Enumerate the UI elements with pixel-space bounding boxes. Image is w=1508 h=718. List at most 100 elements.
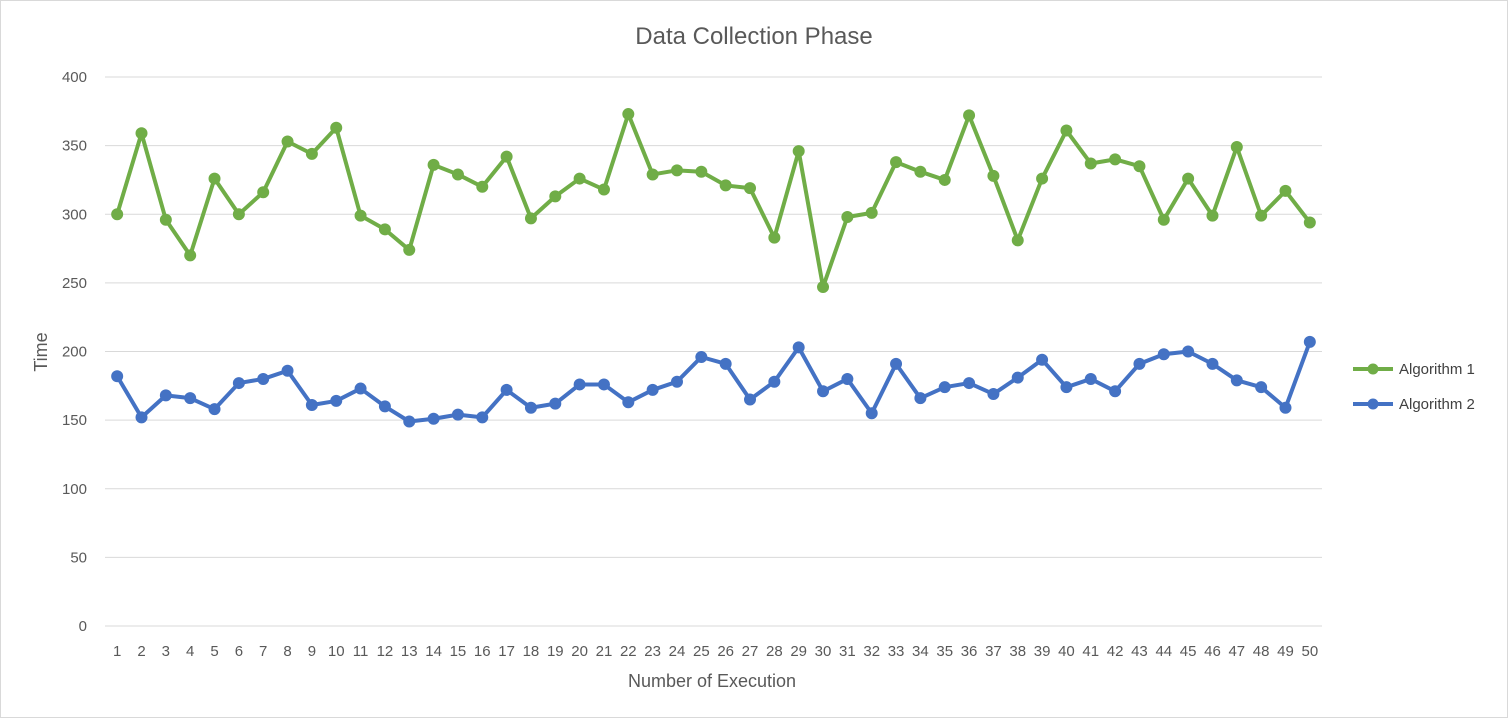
data-point xyxy=(451,168,464,181)
data-point xyxy=(1255,381,1268,394)
x-tick-label: 3 xyxy=(162,643,170,660)
x-tick-label: 46 xyxy=(1204,643,1221,660)
data-point xyxy=(378,400,391,413)
data-point xyxy=(1133,160,1146,173)
data-point xyxy=(184,392,197,405)
data-point xyxy=(135,127,148,140)
data-point xyxy=(159,213,172,226)
x-tick-label: 43 xyxy=(1131,643,1148,660)
data-point xyxy=(208,403,221,416)
data-point xyxy=(500,150,513,163)
series-group xyxy=(111,108,1316,428)
data-point xyxy=(232,208,245,221)
data-point xyxy=(1133,357,1146,370)
data-point xyxy=(865,206,878,219)
data-point xyxy=(111,370,124,383)
x-tick-label: 47 xyxy=(1228,643,1245,660)
x-tick-label: 42 xyxy=(1107,643,1124,660)
data-point xyxy=(573,172,586,185)
y-tick-label: 400 xyxy=(62,69,87,86)
data-point xyxy=(744,393,757,406)
data-point xyxy=(1157,213,1170,226)
x-tick-label: 26 xyxy=(717,643,734,660)
data-point xyxy=(670,164,683,177)
y-tick-label: 250 xyxy=(62,275,87,292)
data-point xyxy=(330,121,343,134)
data-point xyxy=(476,180,489,193)
x-tick-label: 25 xyxy=(693,643,710,660)
x-tick-label: 21 xyxy=(596,643,613,660)
data-point xyxy=(208,172,221,185)
data-point xyxy=(135,411,148,424)
x-tick-label: 28 xyxy=(766,643,783,660)
x-tick-label: 9 xyxy=(308,643,316,660)
data-point xyxy=(670,375,683,388)
x-tick-label: 50 xyxy=(1301,643,1318,660)
x-tick-label: 27 xyxy=(742,643,759,660)
data-point xyxy=(378,223,391,236)
x-tick-label: 23 xyxy=(644,643,661,660)
series-line xyxy=(115,339,1312,424)
data-point xyxy=(1011,371,1024,384)
data-point xyxy=(1230,374,1243,387)
y-tick-label: 350 xyxy=(62,138,87,155)
data-point xyxy=(1036,172,1049,185)
x-tick-label: 38 xyxy=(1009,643,1026,660)
gridlines xyxy=(105,76,1322,627)
data-point xyxy=(427,412,440,425)
y-tick-label: 50 xyxy=(70,549,87,566)
data-point xyxy=(817,385,830,398)
data-point xyxy=(1279,401,1292,414)
data-point xyxy=(938,173,951,186)
data-point xyxy=(1109,385,1122,398)
data-point xyxy=(744,182,757,195)
data-point xyxy=(330,394,343,407)
data-point xyxy=(1255,209,1268,222)
data-point xyxy=(695,350,708,363)
x-tick-label: 30 xyxy=(815,643,832,660)
data-point xyxy=(841,372,854,385)
data-point xyxy=(719,179,732,192)
data-point xyxy=(622,108,635,121)
data-point xyxy=(549,190,562,203)
data-point xyxy=(987,388,1000,401)
data-point xyxy=(914,392,927,405)
data-point xyxy=(257,186,270,199)
y-axis-title: Time xyxy=(31,332,51,371)
data-point xyxy=(1206,209,1219,222)
x-tick-label: 19 xyxy=(547,643,564,660)
chart-title: Data Collection Phase xyxy=(635,23,872,50)
data-point xyxy=(305,147,318,160)
x-tick-label: 44 xyxy=(1155,643,1172,660)
data-point xyxy=(232,377,245,390)
legend-item-1: Algorithm 1 xyxy=(1353,361,1475,378)
x-tick-label: 13 xyxy=(401,643,418,660)
legend-item-2: Algorithm 2 xyxy=(1353,396,1475,413)
y-axis-ticks: 0 50 100 150 200 250 300 350 400 xyxy=(62,69,87,635)
x-tick-label: 29 xyxy=(790,643,807,660)
x-tick-label: 1 xyxy=(113,643,121,660)
data-point xyxy=(597,378,610,391)
x-tick-label: 10 xyxy=(328,643,345,660)
x-tick-label: 18 xyxy=(523,643,540,660)
x-tick-label: 2 xyxy=(137,643,145,660)
x-axis-title: Number of Execution xyxy=(628,671,796,691)
legend: Algorithm 1 Algorithm 2 xyxy=(1353,361,1475,413)
data-point xyxy=(1084,372,1097,385)
data-point xyxy=(354,209,367,222)
x-tick-label: 32 xyxy=(863,643,880,660)
data-point xyxy=(938,381,951,394)
series-line xyxy=(115,112,1312,289)
x-tick-label: 22 xyxy=(620,643,637,660)
data-point xyxy=(1182,172,1195,185)
x-tick-label: 31 xyxy=(839,643,856,660)
series-1 xyxy=(111,108,1316,293)
data-point xyxy=(159,389,172,402)
x-tick-label: 41 xyxy=(1082,643,1099,660)
data-point xyxy=(1279,184,1292,197)
data-point xyxy=(403,415,416,428)
data-point xyxy=(573,378,586,391)
x-tick-label: 34 xyxy=(912,643,929,660)
